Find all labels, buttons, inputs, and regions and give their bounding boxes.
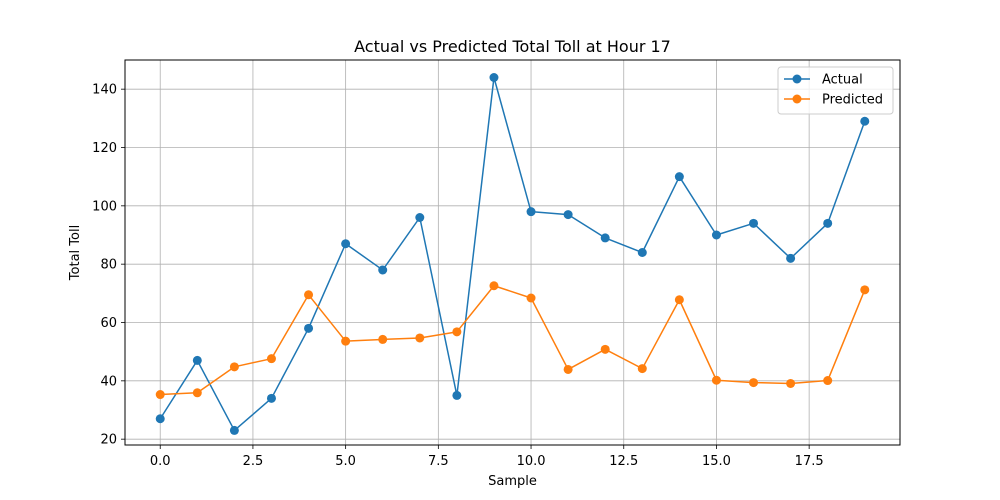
- data-point: [452, 390, 462, 400]
- data-point: [600, 233, 610, 243]
- legend-label: Actual: [822, 73, 863, 88]
- data-point: [563, 364, 573, 374]
- data-point: [526, 207, 536, 217]
- legend-entry-actual: Actual: [784, 73, 863, 88]
- grid: [125, 60, 900, 445]
- data-point: [192, 355, 202, 365]
- chart-title: Actual vs Predicted Total Toll at Hour 1…: [354, 37, 671, 56]
- x-axis: 0.0 2.5 5.0 7.5 10.0 12.5 15.0 17.5: [150, 445, 824, 469]
- data-point: [563, 210, 573, 220]
- y-tick-label: 80: [100, 258, 117, 273]
- x-tick-label: 12.5: [609, 454, 638, 469]
- x-axis-label: Sample: [488, 474, 537, 489]
- data-point: [229, 425, 239, 435]
- y-tick-label: 60: [100, 316, 117, 331]
- data-point: [192, 388, 202, 398]
- y-tick-label: 20: [100, 433, 117, 448]
- y-axis-label: Total Toll: [68, 225, 83, 281]
- data-point: [155, 414, 165, 424]
- data-point: [823, 218, 833, 228]
- data-point: [637, 364, 647, 374]
- y-tick-label: 40: [100, 374, 117, 389]
- series-line: [159, 76, 866, 432]
- data-point: [341, 239, 351, 249]
- x-tick-label: 0.0: [150, 454, 171, 469]
- y-axis: 20 40 60 80 100 120 140: [92, 83, 125, 448]
- y-tick-label: 120: [92, 141, 117, 156]
- legend-marker: [792, 94, 802, 104]
- data-point: [155, 390, 165, 400]
- data-point: [229, 362, 239, 372]
- data-point: [415, 213, 425, 222]
- x-tick-label: 2.5: [243, 454, 264, 469]
- data-point: [786, 378, 796, 388]
- x-tick-label: 7.5: [428, 454, 449, 469]
- data-point: [823, 376, 833, 386]
- data-point: [489, 281, 499, 291]
- x-tick-label: 5.0: [335, 454, 356, 469]
- data-point: [266, 354, 276, 364]
- series-actual: [155, 73, 870, 435]
- legend-marker: [792, 74, 802, 84]
- data-point: [304, 323, 314, 333]
- legend: Actual Predicted: [777, 66, 894, 115]
- plot-frame: [124, 59, 901, 446]
- data-point: [378, 334, 388, 344]
- y-tick-label: 100: [92, 199, 117, 214]
- data-point: [637, 248, 647, 257]
- data-point: [860, 285, 870, 295]
- data-point: [674, 172, 684, 182]
- series-predicted: [155, 281, 870, 400]
- y-tick-label: 140: [92, 83, 117, 98]
- data-point: [860, 116, 870, 126]
- data-point: [600, 344, 610, 354]
- legend-entry-predicted: Predicted: [784, 93, 883, 108]
- series-layer: [155, 73, 870, 435]
- data-point: [452, 327, 462, 337]
- data-point: [749, 378, 759, 388]
- data-point: [711, 230, 721, 240]
- data-point: [674, 295, 684, 305]
- series-line: [160, 285, 866, 396]
- data-point: [711, 375, 721, 385]
- data-point: [489, 73, 499, 82]
- data-point: [526, 293, 536, 303]
- data-point: [378, 265, 388, 275]
- data-point: [415, 333, 425, 343]
- data-point: [341, 336, 351, 346]
- legend-label: Predicted: [822, 93, 883, 108]
- data-point: [749, 218, 759, 228]
- x-tick-label: 17.5: [795, 454, 824, 469]
- x-tick-label: 15.0: [702, 454, 731, 469]
- data-point: [304, 290, 314, 300]
- data-point: [786, 253, 796, 263]
- data-point: [266, 393, 276, 403]
- x-tick-label: 10.0: [517, 454, 546, 469]
